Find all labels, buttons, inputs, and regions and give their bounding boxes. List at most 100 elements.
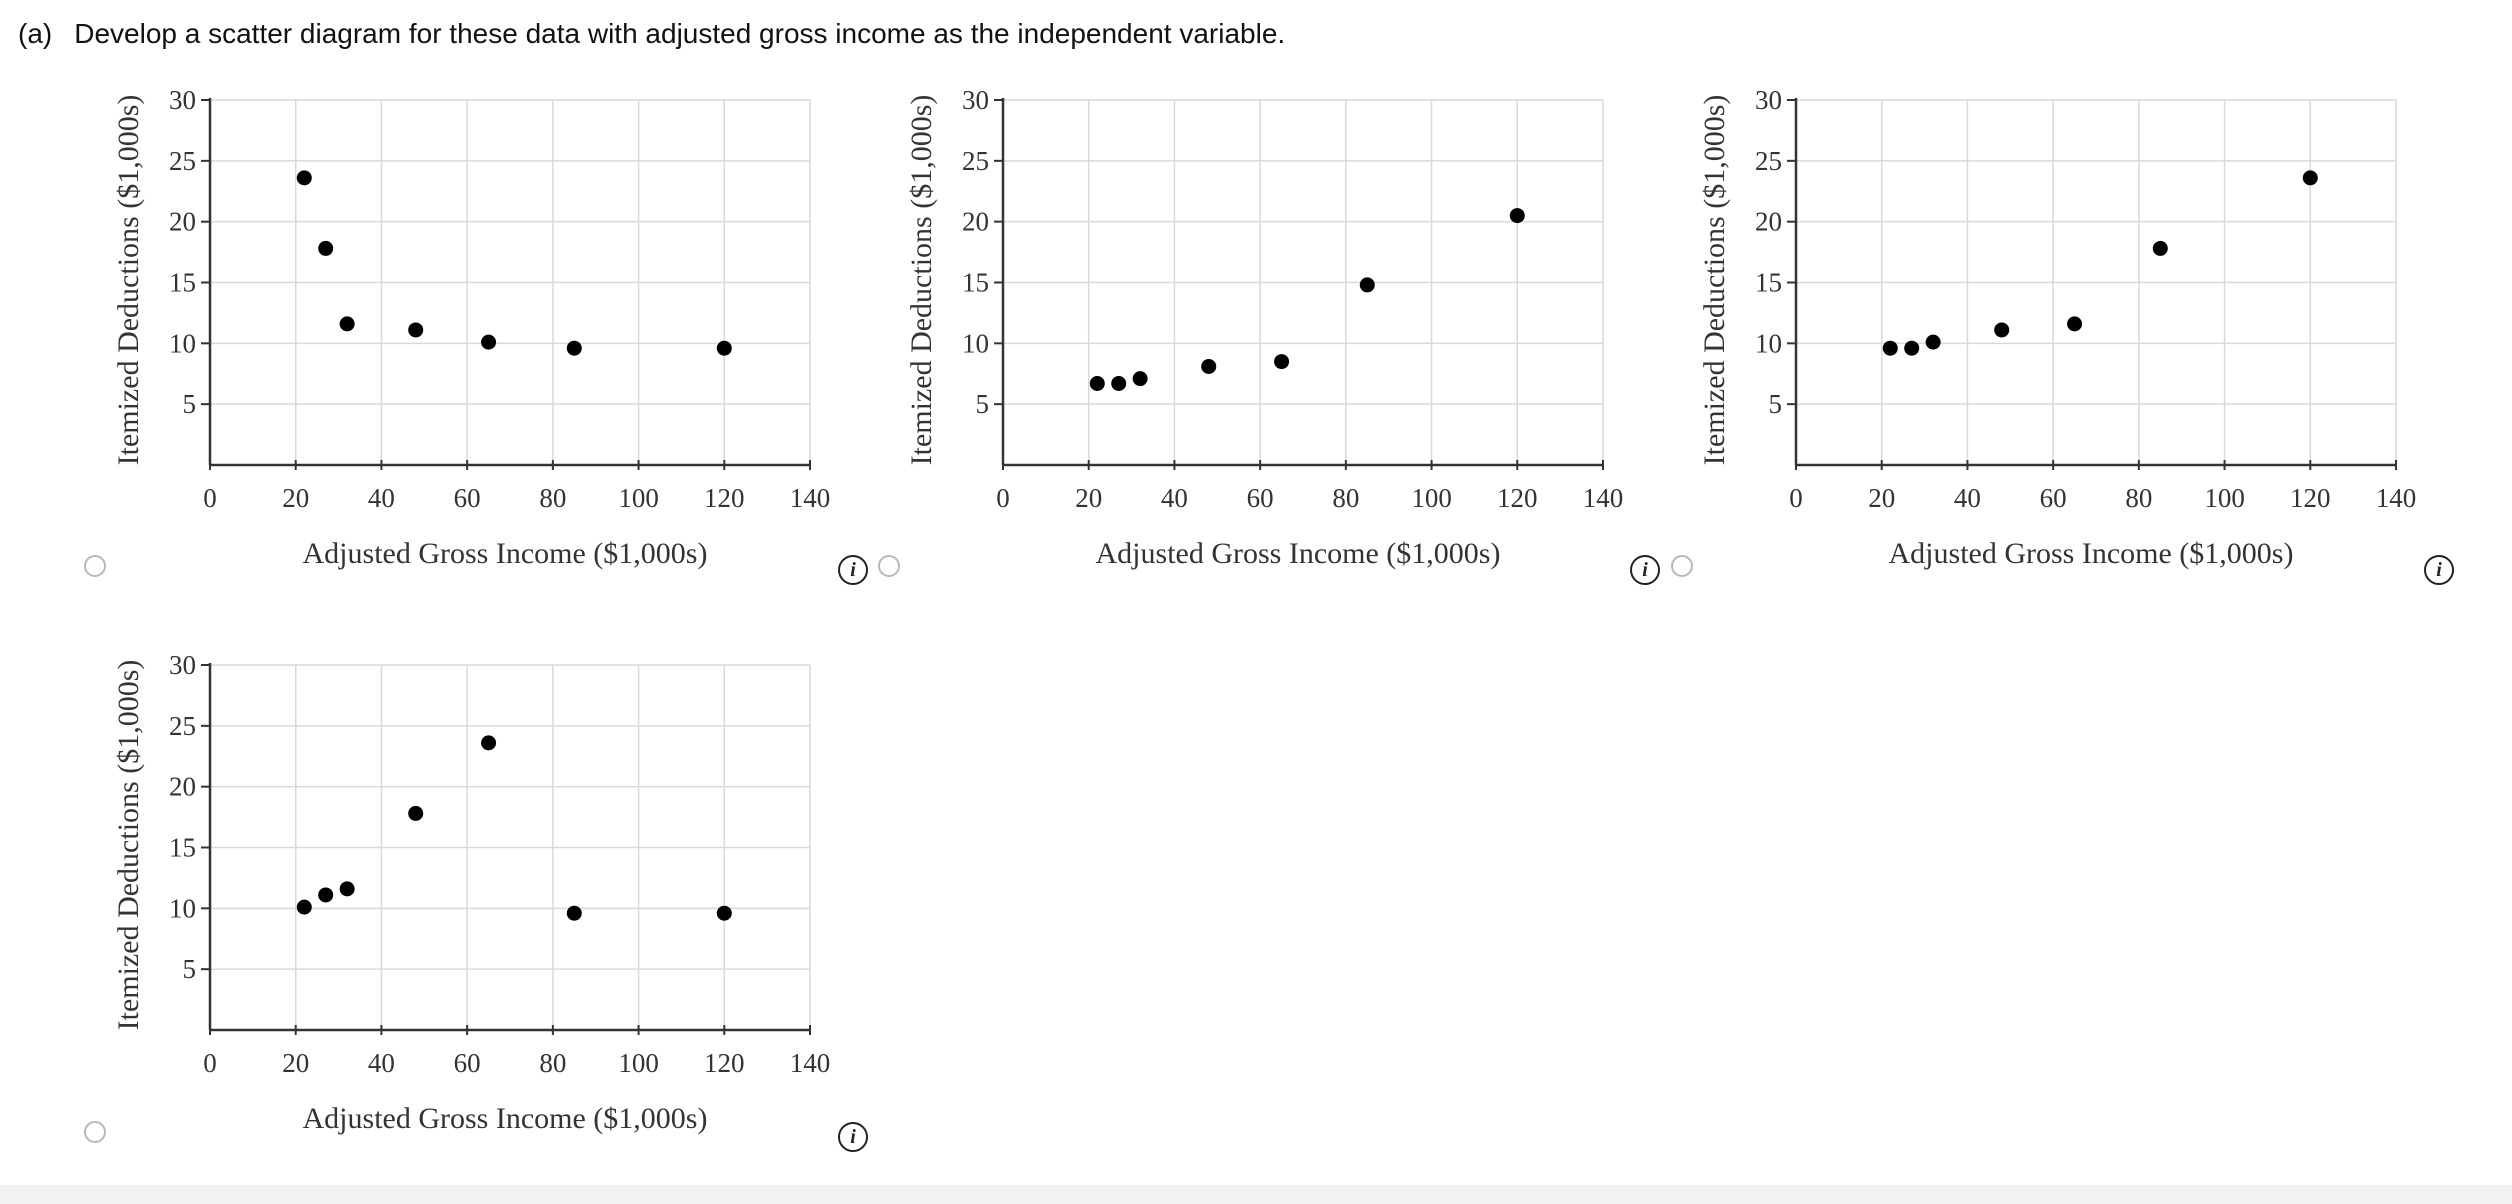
data-point [1274,354,1290,370]
y-axis-title: Itemized Deductions ($1,000s) [112,660,145,1031]
x-tick-label: 100 [618,483,659,513]
x-tick-label: 100 [1411,483,1452,513]
data-point [716,905,732,921]
chart-ticks: 0 20 40 60 80 100 120 140 5 10 15 20 25 30 [1755,85,2416,513]
x-tick-label: 40 [368,1048,395,1078]
y-tick-label: 5 [1769,389,1783,419]
option-c-info-icon[interactable]: i [2424,555,2454,585]
bottom-strip [0,1185,2512,1204]
chart-axes [1001,98,1603,467]
option-d-info-icon[interactable]: i [838,1122,868,1152]
data-point [481,334,497,350]
data-point [1132,371,1148,387]
x-tick-label: 140 [2376,483,2417,513]
x-tick-label: 80 [539,1048,566,1078]
scatter-chart-option-a: 0 20 40 60 80 100 120 140 5 10 15 20 25 30 Itemized D… [112,85,830,570]
chart-points [1882,170,2318,356]
x-tick-label: 60 [1247,483,1274,513]
chart-axes [208,98,810,467]
data-point [1201,358,1217,374]
chart-points [296,170,732,356]
y-tick-label: 20 [169,207,196,237]
chart-ticks: 0 20 40 60 80 100 120 140 5 10 15 20 25 30 [169,85,830,513]
y-tick-label: 20 [1755,207,1782,237]
x-tick-label: 20 [282,483,309,513]
data-point [339,881,355,897]
option-b-info-icon[interactable]: i [1630,555,1660,585]
y-tick-label: 5 [976,389,990,419]
data-point [1509,208,1525,224]
chart-grid [210,664,811,1030]
data-point [296,899,312,915]
x-axis-title: Adjusted Gross Income ($1,000s) [1096,537,1501,570]
x-tick-label: 120 [704,483,745,513]
x-tick-label: 140 [790,1048,831,1078]
x-tick-label: 0 [203,1048,217,1078]
x-axis-title: Adjusted Gross Income ($1,000s) [1889,537,2294,570]
y-tick-label: 5 [183,954,197,984]
y-tick-label: 15 [169,268,196,298]
y-tick-label: 10 [169,893,196,923]
chart-y-axis-title: Itemized Deductions ($1,000s) [112,660,145,1031]
x-tick-label: 20 [1075,483,1102,513]
question-text: Develop a scatter diagram for these data… [74,18,1286,49]
chart-points [1089,208,1525,391]
x-tick-label: 20 [282,1048,309,1078]
chart-grid [1003,99,1604,465]
x-axis-title: Adjusted Gross Income ($1,000s) [303,1102,708,1135]
y-tick-label: 20 [962,207,989,237]
data-point [1925,334,1941,350]
x-axis-title: Adjusted Gross Income ($1,000s) [303,537,708,570]
option-a-radio[interactable] [84,555,106,577]
x-tick-label: 140 [790,483,831,513]
chart-y-axis-title: Itemized Deductions ($1,000s) [905,95,938,466]
x-tick-label: 120 [704,1048,745,1078]
y-tick-label: 25 [962,146,989,176]
y-tick-label: 30 [1755,85,1782,115]
y-axis-title: Itemized Deductions ($1,000s) [905,95,938,466]
option-a-info-icon[interactable]: i [838,555,868,585]
x-tick-label: 20 [1868,483,1895,513]
question-prompt: (a) Develop a scatter diagram for these d… [18,18,1285,50]
y-tick-label: 15 [1755,268,1782,298]
y-tick-label: 10 [169,328,196,358]
scatter-chart-option-b: 0 20 40 60 80 100 120 140 5 10 15 20 25 30 Itemized D… [905,85,1623,570]
data-point [1359,277,1375,293]
x-tick-label: 40 [1954,483,1981,513]
y-tick-label: 30 [169,650,196,680]
data-point [318,240,334,256]
y-tick-label: 10 [962,328,989,358]
y-tick-label: 15 [962,268,989,298]
x-tick-label: 120 [2290,483,2331,513]
chart-points [296,735,732,921]
x-tick-label: 60 [2040,483,2067,513]
data-point [296,170,312,186]
x-tick-label: 80 [1332,483,1359,513]
x-tick-label: 0 [996,483,1010,513]
chart-y-axis-title: Itemized Deductions ($1,000s) [1698,95,1731,466]
x-tick-label: 100 [2204,483,2245,513]
option-d-radio[interactable] [84,1121,106,1143]
data-point [1994,322,2010,338]
y-tick-label: 30 [169,85,196,115]
chart-axes [1794,98,2396,467]
option-c-radio[interactable] [1671,555,1693,577]
y-tick-label: 25 [1755,146,1782,176]
data-point [2067,316,2083,332]
data-point [481,735,497,751]
x-tick-label: 40 [1161,483,1188,513]
y-tick-label: 20 [169,772,196,802]
x-tick-label: 100 [618,1048,659,1078]
x-tick-label: 80 [539,483,566,513]
x-tick-label: 40 [368,483,395,513]
option-b-radio[interactable] [878,555,900,577]
data-point [339,316,355,332]
y-tick-label: 10 [1755,328,1782,358]
x-tick-label: 80 [2125,483,2152,513]
data-point [1111,375,1127,391]
y-tick-label: 15 [169,833,196,863]
chart-y-axis-title: Itemized Deductions ($1,000s) [112,95,145,466]
data-point [2152,240,2168,256]
x-tick-label: 60 [454,1048,481,1078]
x-tick-label: 120 [1497,483,1538,513]
